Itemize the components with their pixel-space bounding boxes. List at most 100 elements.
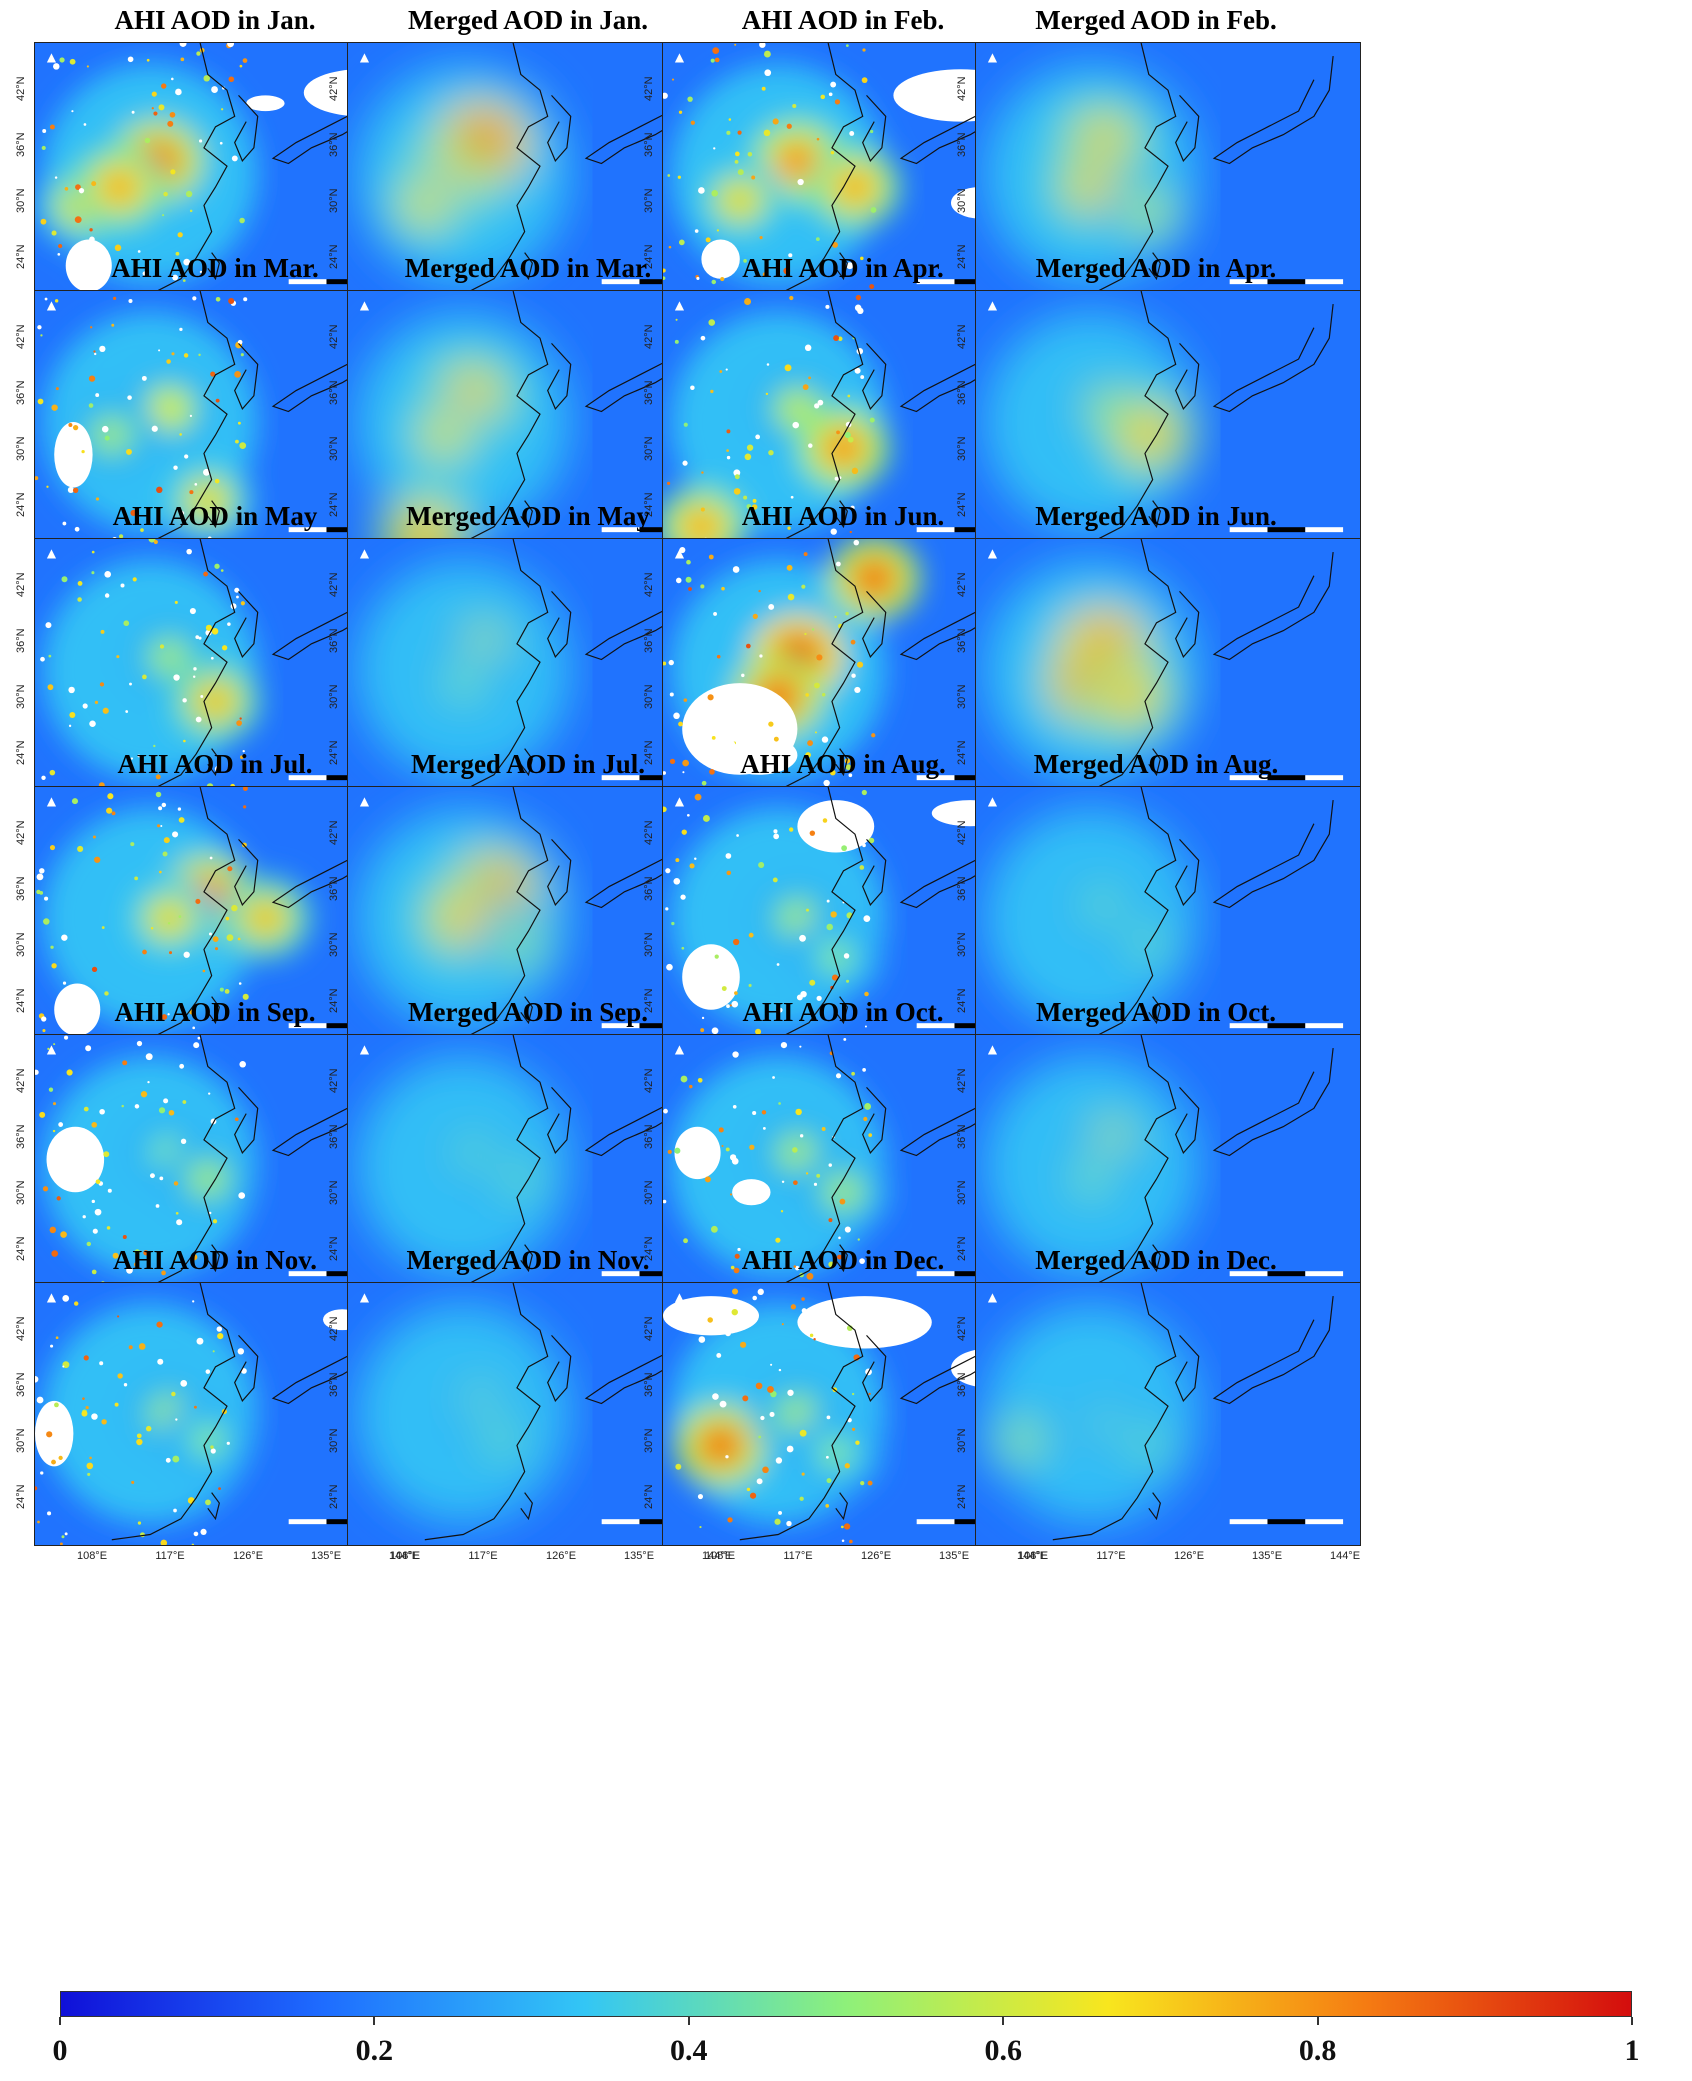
pixel-speckle: [37, 1520, 40, 1524]
aod-map: ▲: [662, 786, 1048, 1050]
aod-map: ▲: [975, 1034, 1361, 1298]
pixel-speckle: [805, 693, 809, 697]
pixel-speckle: [172, 1455, 180, 1463]
panel-title: Merged AOD in Nov.: [406, 1245, 650, 1275]
pixel-speckle: [121, 1104, 124, 1108]
pixel-speckle: [210, 371, 216, 377]
latitude-label: 36°N: [643, 628, 655, 653]
pixel-speckle: [682, 460, 688, 466]
pixel-speckle: [205, 624, 213, 631]
pixel-speckle: [813, 1182, 818, 1186]
pixel-speckle: [176, 1219, 183, 1226]
pixel-speckle: [737, 1247, 741, 1252]
pixel-speckle: [106, 807, 113, 814]
pixel-speckle: [162, 851, 168, 857]
pixel-speckle: [786, 123, 792, 129]
latitude-label: 42°N: [328, 324, 340, 349]
pixel-speckle: [757, 1288, 764, 1295]
pixel-speckle: [838, 336, 843, 342]
pixel-speckle: [694, 793, 702, 801]
pixel-speckle: [117, 1315, 120, 1318]
pixel-speckle: [755, 1382, 763, 1390]
pixel-speckle: [689, 1084, 693, 1089]
missing-data-area: [720, 735, 798, 775]
north-arrow-icon: ▲: [675, 298, 685, 312]
north-arrow-icon: ▲: [675, 546, 685, 560]
pixel-speckle: [168, 1109, 175, 1116]
aod-hotspot: [449, 905, 478, 931]
scale-bar-segment: [326, 279, 365, 285]
scale-bar-segment: [1305, 1519, 1344, 1525]
pixel-speckle: [211, 86, 218, 93]
pixel-speckle: [144, 137, 151, 144]
panel-title: Merged AOD in Dec.: [1035, 1245, 1277, 1275]
scale-bar-segment: [1305, 1023, 1344, 1029]
pixel-speckle: [834, 99, 841, 105]
pixel-speckle: [48, 654, 52, 658]
latitude-label: 36°N: [956, 380, 968, 405]
scale-bar-segment: [288, 527, 327, 533]
pixel-speckle: [844, 1226, 851, 1233]
pixel-speckle: [682, 759, 689, 767]
pixel-speckle: [220, 569, 224, 572]
pixel-speckle: [867, 1480, 873, 1486]
pixel-speckle: [690, 120, 695, 125]
pixel-speckle: [729, 1004, 732, 1007]
pixel-speckle: [746, 504, 752, 509]
pixel-speckle: [682, 771, 685, 774]
latitude-label: 36°N: [643, 132, 655, 157]
scale-bar-segment: [954, 279, 993, 285]
pixel-speckle: [82, 1397, 85, 1400]
pixel-speckle: [861, 789, 867, 796]
pixel-speckle: [663, 806, 667, 813]
pixel-speckle: [58, 1455, 63, 1460]
missing-data-area: [797, 1296, 932, 1349]
pixel-speckle: [183, 353, 189, 358]
pixel-speckle: [89, 228, 93, 232]
pixel-speckle: [765, 392, 769, 396]
north-arrow-icon: ▲: [988, 1290, 998, 1304]
pixel-speckle: [870, 207, 877, 213]
pixel-speckle: [851, 673, 856, 678]
north-arrow-icon: ▲: [360, 546, 370, 560]
aod-hotspot: [430, 422, 458, 448]
pixel-speckle: [120, 583, 125, 588]
pixel-speckle: [94, 856, 101, 863]
latitude-label: 36°N: [328, 876, 340, 901]
coastline: [520, 1492, 533, 1521]
pixel-speckle: [196, 1337, 204, 1345]
pixel-speckle: [92, 835, 96, 839]
scale-bar-segment: [288, 279, 327, 285]
pixel-speckle: [127, 395, 132, 400]
latitude-label: 36°N: [15, 876, 27, 901]
pixel-speckle: [85, 1045, 92, 1052]
pixel-speckle: [726, 870, 732, 876]
pixel-speckle: [116, 655, 120, 659]
panel-title: Merged AOD in Oct.: [1036, 997, 1276, 1027]
pixel-speckle: [100, 629, 105, 634]
pixel-speckle: [864, 991, 869, 997]
pixel-speckle: [801, 1297, 805, 1301]
pixel-speckle: [69, 58, 76, 65]
pixel-speckle: [234, 587, 240, 593]
pixel-speckle: [91, 181, 97, 187]
scale-bar-segment: [288, 1271, 327, 1277]
aod-field: ▲: [976, 539, 1360, 801]
pixel-speckle: [35, 1069, 39, 1075]
panel-title: AHI AOD in Dec.: [741, 1245, 945, 1275]
pixel-speckle: [761, 86, 766, 91]
pixel-speckle: [773, 829, 778, 834]
pixel-speckle: [242, 749, 245, 753]
colorbar-tick: [687, 2017, 690, 2025]
pixel-speckle: [91, 1413, 98, 1420]
pixel-speckle: [167, 922, 171, 925]
pixel-speckle: [71, 110, 74, 113]
pixel-speckle: [734, 159, 739, 164]
pixel-speckle: [734, 43, 737, 46]
pixel-speckle: [221, 645, 228, 651]
pixel-speckle: [125, 710, 129, 713]
longitude-label: 144°E: [701, 1550, 733, 1562]
pixel-speckle: [774, 1518, 781, 1525]
aod-hotspot: [783, 1140, 812, 1166]
latitude-label: 36°N: [328, 1372, 340, 1397]
